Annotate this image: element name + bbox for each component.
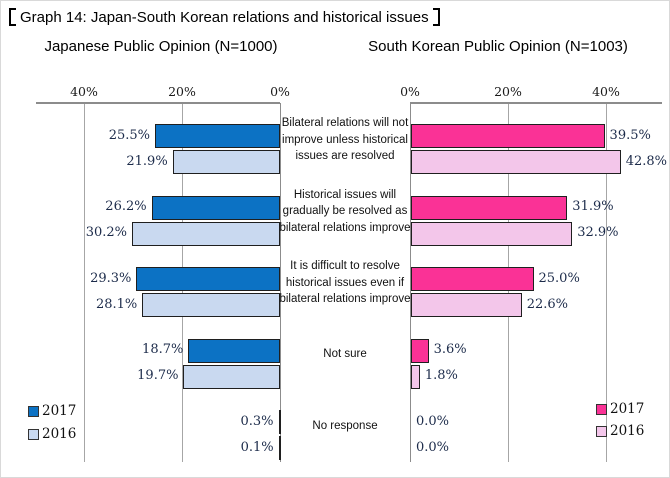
bar-2016 [411, 364, 420, 389]
value-label: 39.5% [609, 127, 651, 143]
gridline [606, 104, 607, 462]
bar-2016 [411, 221, 573, 246]
legend-item: 2017 [596, 401, 644, 417]
axis-line-top [410, 102, 662, 104]
korea-chart-subtitle: South Korean Public Opinion (N=1003) [368, 38, 628, 55]
bar-2017 [151, 195, 280, 220]
bar-2017 [155, 124, 280, 148]
figure-title-text: Graph 14: Japan-South Korean relations a… [20, 8, 429, 26]
category-label: It is difficult to resolve historical is… [279, 260, 411, 306]
bar-2016 [411, 293, 522, 318]
japan-chart-subtitle: Japanese Public Opinion (N=1000) [44, 38, 278, 55]
bar-2017 [136, 267, 280, 292]
bar-2017 [411, 195, 568, 220]
value-label: 42.8% [625, 153, 668, 169]
value-label: 0.0% [416, 413, 450, 429]
value-label: 3.6% [433, 342, 467, 358]
value-label: 18.7% [142, 342, 184, 358]
category-axis-line [410, 103, 411, 462]
legend-label: 2016 [42, 426, 77, 442]
value-label: 25.0% [538, 270, 580, 286]
axis-tick-label: 20% [168, 84, 196, 99]
category-label: Bilateral relations will not improve unl… [281, 117, 409, 163]
legend-label: 2017 [42, 403, 77, 419]
value-label: 26.2% [105, 199, 147, 215]
category-label: Not sure [323, 348, 367, 361]
bar-2016 [278, 436, 281, 461]
axis-tick-label: 20% [494, 84, 522, 99]
value-label: 0.0% [416, 439, 450, 455]
gridline [84, 104, 85, 462]
value-label: 1.8% [424, 368, 458, 384]
category-label: No response [312, 419, 378, 432]
bar-2016 [411, 150, 621, 174]
axis-tick-label: 40% [70, 84, 98, 99]
value-label: 0.3% [240, 413, 274, 429]
value-label: 30.2% [85, 225, 128, 241]
category-label: Historical issues will gradually be reso… [279, 188, 411, 234]
bar-2016 [132, 221, 280, 246]
bar-2016 [142, 293, 280, 318]
legend-swatch [28, 405, 39, 417]
legend-label: 2016 [610, 423, 645, 439]
bar-2016 [183, 364, 280, 389]
legend-label: 2017 [610, 401, 645, 417]
legend-swatch [596, 425, 607, 437]
axis-tick-label: 0% [270, 84, 290, 99]
title-bracket-close-icon [432, 8, 440, 26]
value-label: 29.3% [90, 270, 132, 286]
title-bracket-open-icon [9, 8, 16, 26]
legend-item: 2016 [596, 423, 644, 439]
value-label: 31.9% [572, 199, 614, 215]
axis-tick-label: 0% [400, 84, 420, 99]
bar-2017 [411, 267, 534, 292]
figure-title: Graph 14: Japan-South Korean relations a… [9, 8, 440, 26]
legend-item: 2016 [28, 426, 76, 442]
legend-swatch [596, 403, 607, 415]
legend-swatch [28, 428, 39, 440]
value-label: 0.1% [240, 439, 274, 455]
value-label: 32.9% [577, 225, 619, 241]
value-label: 21.9% [126, 153, 168, 169]
value-label: 22.6% [526, 296, 569, 312]
bar-2017 [411, 338, 429, 363]
axis-line-top [36, 102, 280, 104]
value-label: 25.5% [108, 127, 151, 143]
bar-2017 [278, 410, 281, 435]
bar-2017 [188, 338, 280, 363]
legend-item: 2017 [28, 403, 76, 419]
value-label: 28.1% [95, 296, 138, 312]
bar-2016 [172, 150, 280, 174]
value-label: 19.7% [137, 368, 179, 384]
category-axis-line [280, 103, 281, 462]
axis-tick-label: 40% [592, 84, 620, 99]
bar-2017 [411, 124, 605, 148]
